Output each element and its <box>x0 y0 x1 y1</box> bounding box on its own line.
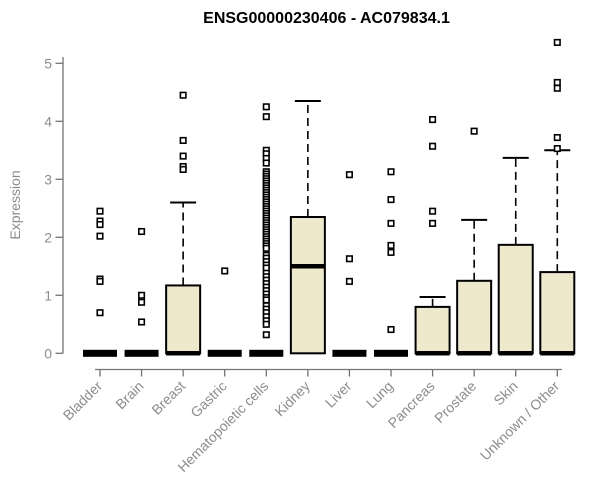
outlier-point <box>345 171 353 179</box>
outlier-point <box>470 127 478 135</box>
outlier-point <box>553 133 561 142</box>
x-tick-label: Unknown / Other <box>477 378 563 464</box>
x-tick-label: Lung <box>363 378 396 411</box>
outlier-point <box>96 309 104 317</box>
outlier-point <box>138 291 146 299</box>
flat-box <box>374 349 409 357</box>
outlier-point <box>553 84 561 92</box>
outlier-point <box>429 142 437 150</box>
outlier-point <box>138 318 146 326</box>
outlier-point <box>179 165 187 173</box>
outlier-point <box>96 232 104 240</box>
outlier-point <box>429 116 437 124</box>
outlier-point <box>345 255 353 263</box>
y-tick-label: 2 <box>44 229 52 245</box>
outlier-point <box>387 325 395 334</box>
outlier-point <box>138 227 146 236</box>
y-tick-label: 3 <box>44 171 52 187</box>
outlier-point <box>553 145 561 153</box>
outlier-point <box>262 113 270 121</box>
x-tick-label: Brain <box>112 378 146 412</box>
flat-box <box>332 349 367 357</box>
chart-title: ENSG00000230406 - AC079834.1 <box>203 10 450 27</box>
outlier-point <box>262 296 270 304</box>
outlier-point <box>96 207 104 215</box>
outlier-point <box>387 248 395 256</box>
box <box>497 243 534 355</box>
outlier-point <box>179 152 187 160</box>
outlier-point <box>96 220 104 229</box>
x-tick-label: Liver <box>322 378 355 411</box>
x-tick-label: Bladder <box>60 378 106 424</box>
outlier-point <box>262 320 270 328</box>
outlier-point <box>387 241 395 249</box>
outlier-point <box>262 244 270 252</box>
outlier-point <box>221 267 229 275</box>
outlier-point <box>179 136 187 144</box>
flat-box <box>83 349 117 357</box>
x-tick-label: Kidney <box>271 378 313 420</box>
box <box>414 305 451 355</box>
outlier-point <box>429 207 437 215</box>
flat-box <box>249 349 284 357</box>
outlier-point <box>262 103 270 111</box>
box <box>289 216 326 355</box>
x-tick-label: Breast <box>148 378 188 418</box>
outlier-point <box>262 159 270 167</box>
y-tick-label: 5 <box>44 55 52 71</box>
flat-box <box>124 349 159 357</box>
x-tick-label: Prostate <box>431 378 479 426</box>
outlier-point <box>387 168 395 176</box>
outlier-point <box>387 219 395 227</box>
outlier-point <box>262 331 270 339</box>
y-tick-label: 4 <box>44 113 52 129</box>
outlier-point <box>138 298 146 306</box>
outlier-point <box>345 277 353 285</box>
box <box>165 284 202 355</box>
outlier-point <box>387 196 395 204</box>
y-tick-label: 1 <box>44 287 52 303</box>
x-tick-label: Skin <box>490 378 521 409</box>
box <box>539 271 576 355</box>
outlier-point <box>96 277 104 285</box>
box <box>456 279 493 355</box>
y-tick-label: 0 <box>44 345 52 361</box>
flat-box <box>207 349 242 357</box>
outlier-point <box>553 38 561 46</box>
outlier-point <box>429 219 437 227</box>
outlier-point <box>179 91 187 99</box>
outlier-point <box>553 78 561 86</box>
